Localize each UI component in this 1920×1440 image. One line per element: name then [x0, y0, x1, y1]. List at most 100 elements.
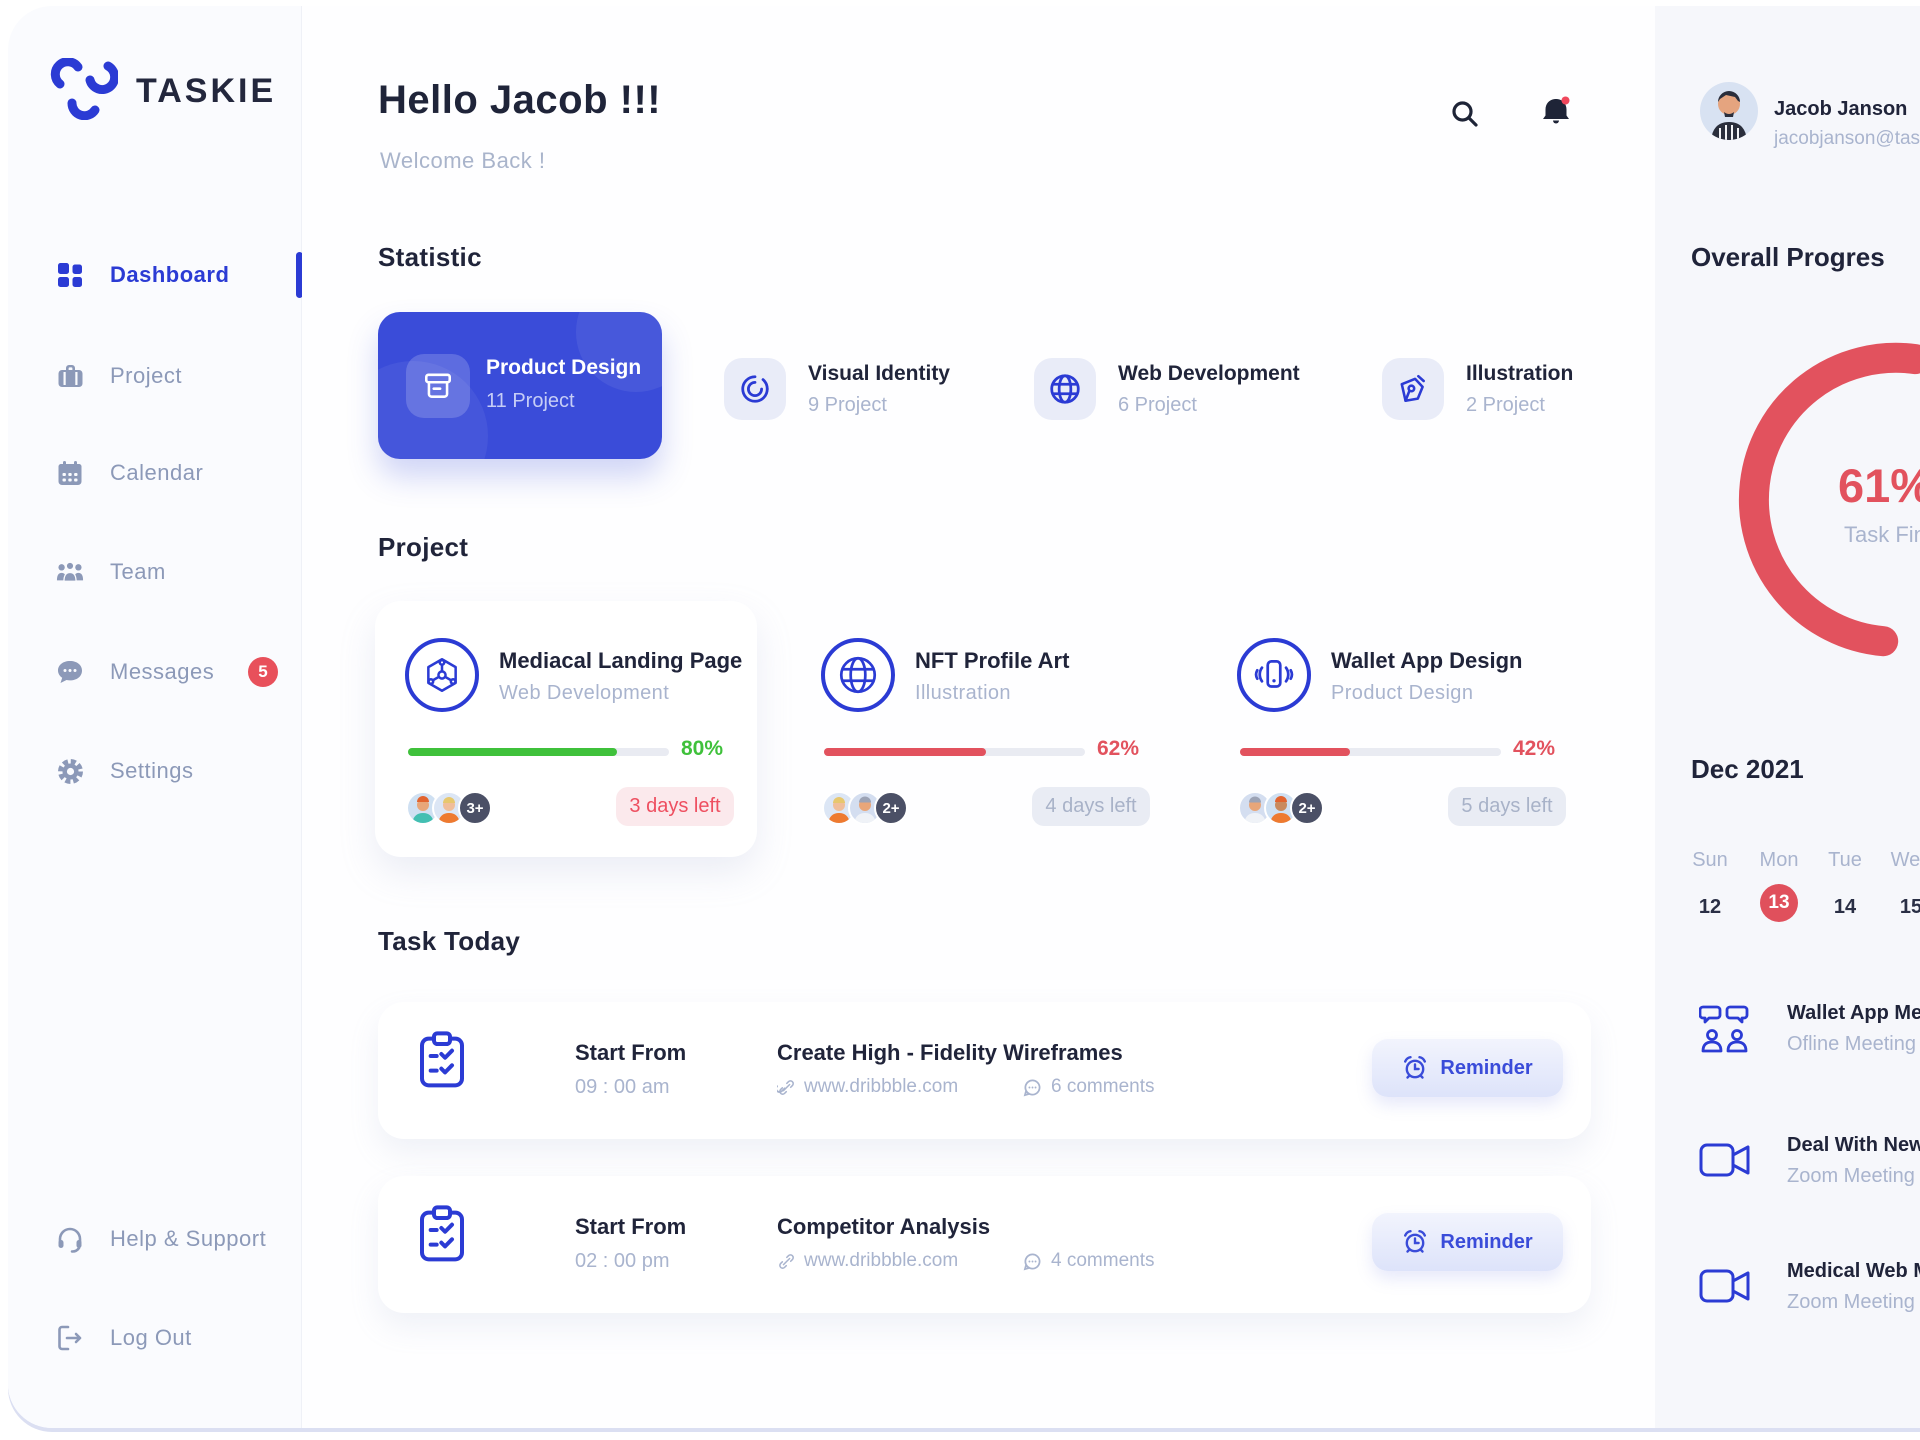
calendar-date-14[interactable]: 14	[1833, 896, 1857, 918]
progress-fill	[824, 748, 986, 756]
days-left-badge: 3 days left	[616, 787, 734, 826]
project-card-wallet-app-design[interactable]: Wallet App Design Product Design 42% 2+ …	[1207, 601, 1589, 857]
task-row-wireframes[interactable]: Start From 09 : 00 am Create High - Fide…	[378, 1002, 1591, 1139]
alarm-icon	[1404, 1230, 1427, 1253]
sidebar-item-label: Messages	[110, 659, 215, 684]
user-email: jacobjanson@task	[1774, 128, 1920, 149]
task-link[interactable]: www.dribbble.com	[777, 1076, 958, 1098]
days-left-badge: 5 days left	[1448, 787, 1566, 826]
sidebar-item-logout[interactable]: Log Out	[8, 1312, 302, 1364]
sidebar-item-label: Calendar	[110, 460, 204, 485]
sidebar-item-label: Settings	[110, 758, 194, 783]
comment-icon	[1023, 1079, 1041, 1096]
page-title: Hello Jacob !!!	[378, 78, 662, 122]
sidebar-item-project[interactable]: Project	[8, 350, 302, 402]
meeting-title: Medical Web M	[1787, 1260, 1920, 1282]
task-comments[interactable]: 4 comments	[1023, 1250, 1154, 1272]
progress-percent: 42%	[1513, 737, 1556, 760]
app-title: TASKIE	[136, 72, 277, 110]
task-row-competitor-analysis[interactable]: Start From 02 : 00 pm Competitor Analysi…	[378, 1176, 1591, 1313]
sidebar-item-calendar[interactable]: Calendar	[8, 447, 302, 499]
stat-card-title: Illustration	[1466, 362, 1574, 385]
more-members-badge: 2+	[1290, 791, 1324, 825]
project-category: Web Development	[499, 682, 670, 704]
meeting-title: Deal With New	[1787, 1134, 1920, 1156]
meeting-item-deal-with-new[interactable]: Deal With New Zoom Meeting	[1655, 1134, 1920, 1224]
meeting-item-wallet-app[interactable]: Wallet App Mee Ofline Meeting	[1655, 1002, 1920, 1092]
task-link[interactable]: www.dribbble.com	[777, 1250, 958, 1272]
project-category: Illustration	[915, 682, 1011, 704]
team-icon	[56, 558, 84, 586]
overall-progress-caption: Task Finis	[1844, 522, 1920, 547]
search-icon[interactable]	[1449, 98, 1481, 135]
progress-bar	[1240, 748, 1501, 756]
task-comments[interactable]: 6 comments	[1023, 1076, 1154, 1098]
messages-badge: 5	[248, 657, 278, 687]
clipboard-icon	[418, 1030, 466, 1095]
project-section-title: Project	[378, 532, 469, 562]
sidebar-item-label: Project	[110, 363, 182, 388]
task-start-label: Start From	[575, 1214, 687, 1239]
sidebar-item-label: Team	[110, 559, 166, 584]
project-card-mediacal-landing-page[interactable]: Mediacal Landing Page Web Development 80…	[375, 601, 757, 857]
stat-card-visual-identity[interactable]: Visual Identity 9 Project	[724, 358, 1024, 428]
reminder-button[interactable]: Reminder	[1372, 1039, 1563, 1097]
stat-card-count: 9 Project	[808, 394, 887, 416]
stat-card-web-development[interactable]: Web Development 6 Project	[1034, 358, 1334, 428]
project-card-nft-profile-art[interactable]: NFT Profile Art Illustration 62% 2+ 4 da…	[791, 601, 1173, 857]
task-time: 09 : 00 am	[575, 1076, 670, 1098]
task-link-text: www.dribbble.com	[804, 1250, 959, 1271]
video-camera-icon	[1699, 1268, 1751, 1309]
gear-icon	[56, 757, 84, 785]
sidebar-item-dashboard[interactable]: Dashboard	[8, 249, 303, 301]
briefcase-icon	[56, 362, 84, 390]
comment-icon	[1023, 1253, 1041, 1270]
task-link-text: www.dribbble.com	[804, 1076, 959, 1097]
more-members-badge: 3+	[458, 791, 492, 825]
task-today-section-title: Task Today	[378, 926, 521, 956]
stat-card-title: Visual Identity	[808, 362, 950, 385]
reminder-button[interactable]: Reminder	[1372, 1213, 1563, 1271]
sidebar-item-settings[interactable]: Settings	[8, 745, 302, 797]
phone-vibrate-icon	[1237, 638, 1311, 712]
globe-icon	[1034, 358, 1096, 420]
task-time: 02 : 00 pm	[575, 1250, 670, 1272]
people-chat-icon	[1698, 1004, 1751, 1059]
main-content: Hello Jacob !!! Welcome Back ! Statistic	[302, 6, 1655, 1428]
sidebar-item-label: Log Out	[110, 1325, 192, 1350]
meeting-item-medical-web[interactable]: Medical Web M Zoom Meeting	[1655, 1260, 1920, 1350]
task-title: Create High - Fidelity Wireframes	[777, 1040, 1123, 1065]
stat-card-illustration[interactable]: Illustration 2 Project	[1382, 358, 1682, 428]
hexagon-node-icon	[405, 638, 479, 712]
stat-card-title: Web Development	[1118, 362, 1300, 385]
taskie-logo-icon	[50, 57, 120, 125]
calendar-date-15[interactable]: 15	[1899, 896, 1920, 918]
notification-bell-icon[interactable]	[1538, 94, 1574, 135]
logout-icon	[56, 1324, 84, 1352]
calendar-day-wed: Wed	[1890, 849, 1920, 871]
meeting-type: Zoom Meeting	[1787, 1165, 1915, 1187]
globe-icon	[821, 638, 895, 712]
stat-card-count: 2 Project	[1466, 394, 1545, 416]
avatar	[1264, 791, 1298, 825]
user-avatar[interactable]	[1700, 82, 1758, 140]
clipboard-icon	[418, 1204, 466, 1269]
user-name: Jacob Janson	[1774, 98, 1908, 120]
sidebar-item-help-support[interactable]: Help & Support	[8, 1213, 302, 1265]
stat-card-product-design[interactable]: Product Design 11 Project	[378, 312, 662, 459]
calendar-day-sun: Sun	[1692, 849, 1728, 871]
link-icon	[779, 1254, 794, 1269]
progress-percent: 62%	[1097, 737, 1140, 760]
progress-fill	[1240, 748, 1350, 756]
sidebar: TASKIE Dashboard Project	[8, 6, 303, 1428]
sidebar-item-label: Dashboard	[110, 262, 230, 287]
calendar-date-13-selected[interactable]: 13	[1760, 884, 1798, 922]
active-indicator	[296, 252, 303, 298]
overall-progress-ring	[1738, 342, 1920, 657]
box-icon	[406, 354, 470, 418]
calendar-icon	[56, 459, 84, 487]
stat-card-count: 11 Project	[486, 390, 575, 412]
sidebar-item-messages[interactable]: Messages 5	[8, 646, 302, 698]
calendar-date-12[interactable]: 12	[1698, 896, 1722, 918]
sidebar-item-team[interactable]: Team	[8, 546, 302, 598]
